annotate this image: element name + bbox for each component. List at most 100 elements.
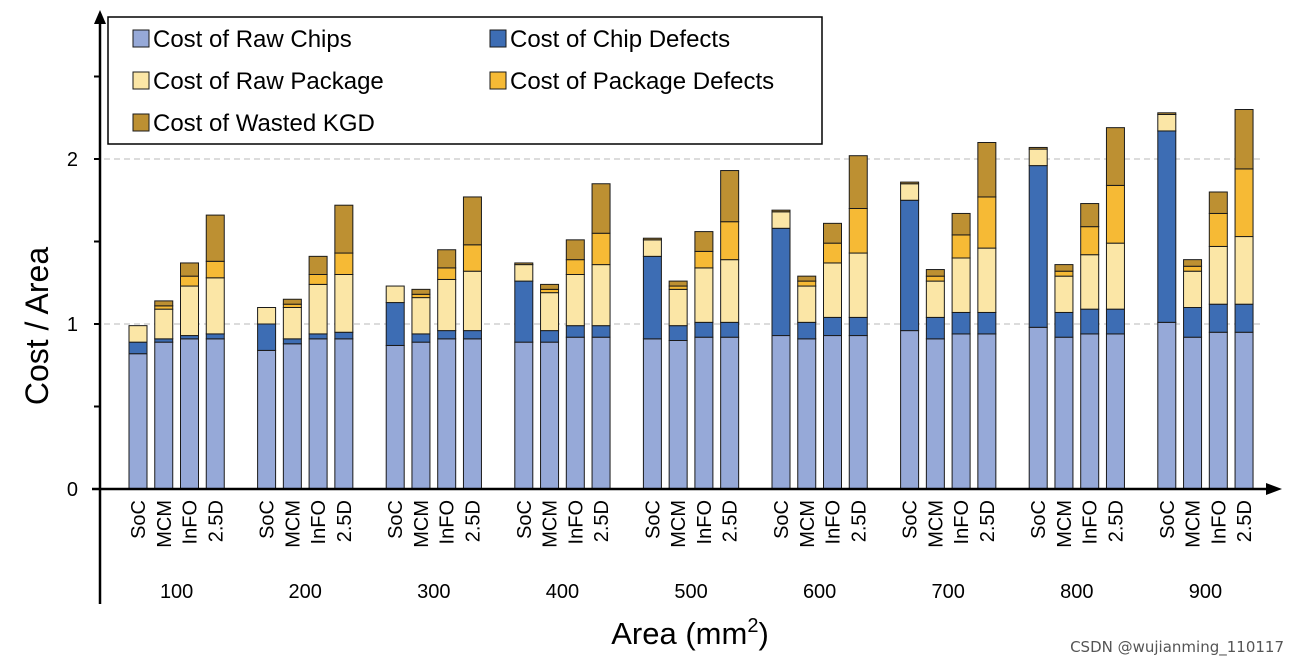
bar-segment-700-InFO-1 bbox=[951, 311, 971, 335]
bar-segment-600-MCM-3 bbox=[797, 280, 817, 287]
x-subcategory-label: 2.5D bbox=[334, 500, 356, 542]
x-subcategory-label: MCM bbox=[668, 500, 690, 548]
bar-segment-600-2.5D-2 bbox=[848, 252, 868, 318]
bar-segment-500-InFO-0 bbox=[694, 336, 714, 490]
bar-segment-100-SoC-2 bbox=[128, 325, 148, 343]
x-subcategory-label: SoC bbox=[514, 500, 536, 539]
bar-segment-300-InFO-0 bbox=[437, 338, 457, 490]
bar-segment-300-2.5D-1 bbox=[462, 330, 482, 340]
bar-segment-400-InFO-3 bbox=[565, 259, 585, 275]
bar-segment-900-SoC-1 bbox=[1157, 130, 1177, 323]
bar-segment-600-InFO-1 bbox=[823, 316, 842, 337]
bar-segment-100-InFO-3 bbox=[180, 275, 199, 287]
x-group-label: 500 bbox=[674, 581, 707, 603]
bar-segment-700-MCM-0 bbox=[925, 338, 945, 490]
y-axis-arrow bbox=[94, 10, 106, 24]
x-axis-title-tail: ) bbox=[758, 616, 768, 651]
bar-segment-700-SoC-2 bbox=[900, 183, 920, 201]
bar-segment-900-MCM-2 bbox=[1183, 270, 1203, 309]
bar-segment-200-SoC-0 bbox=[257, 349, 277, 490]
bar-segment-200-2.5D-3 bbox=[334, 252, 354, 276]
legend-label: Cost of Raw Package bbox=[153, 68, 384, 95]
y-tick-label: 1 bbox=[67, 314, 78, 336]
legend-swatch bbox=[489, 29, 507, 48]
legend-swatch bbox=[132, 29, 150, 48]
bar-segment-200-MCM-4 bbox=[282, 298, 302, 305]
bar-segment-500-MCM-1 bbox=[668, 325, 688, 341]
bar-segment-300-InFO-2 bbox=[437, 278, 457, 332]
x-subcategory-label: MCM bbox=[282, 500, 304, 548]
legend-swatch bbox=[489, 71, 507, 90]
x-subcategory-label: InFO bbox=[951, 500, 973, 544]
x-subcategory-label: MCM bbox=[540, 500, 562, 548]
bar-segment-600-2.5D-3 bbox=[848, 208, 868, 254]
bar-segment-300-2.5D-4 bbox=[462, 196, 482, 246]
bar-segment-100-MCM-4 bbox=[154, 300, 174, 307]
bar-segment-800-MCM-4 bbox=[1054, 264, 1074, 272]
bar-segment-400-SoC-1 bbox=[514, 280, 534, 343]
bar-segment-600-InFO-3 bbox=[823, 242, 842, 264]
bar-segment-500-InFO-2 bbox=[694, 267, 714, 323]
bar-segment-400-SoC-2 bbox=[514, 264, 534, 282]
x-subcategory-label: SoC bbox=[642, 500, 664, 539]
bar-segment-300-MCM-4 bbox=[411, 288, 431, 295]
bar-segment-200-InFO-4 bbox=[308, 255, 328, 276]
bar-segment-400-2.5D-2 bbox=[591, 264, 611, 327]
bar-segment-500-MCM-4 bbox=[668, 280, 688, 287]
bar-segment-400-SoC-4 bbox=[514, 262, 534, 266]
bar-segment-400-2.5D-1 bbox=[591, 325, 611, 338]
x-subcategory-label: SoC bbox=[1028, 500, 1050, 539]
bar-segment-100-2.5D-3 bbox=[205, 260, 225, 279]
bar-segment-800-MCM-2 bbox=[1054, 275, 1074, 313]
bar-segment-600-MCM-0 bbox=[797, 338, 817, 490]
x-subcategory-label: 2.5D bbox=[1234, 500, 1256, 542]
legend-label: Cost of Raw Chips bbox=[153, 26, 352, 53]
bar-segment-900-SoC-2 bbox=[1157, 113, 1177, 132]
bar-segment-300-SoC-2 bbox=[385, 285, 405, 304]
bar-segment-900-2.5D-2 bbox=[1234, 236, 1254, 305]
bar-segment-500-MCM-0 bbox=[668, 340, 688, 490]
bar-segment-300-SoC-1 bbox=[385, 302, 405, 346]
bar-segment-700-MCM-3 bbox=[925, 275, 945, 282]
bar-segment-600-2.5D-1 bbox=[848, 316, 868, 337]
bar-segment-200-InFO-3 bbox=[308, 274, 328, 285]
bar-segment-700-2.5D-0 bbox=[977, 333, 997, 490]
bar-segment-500-2.5D-1 bbox=[720, 321, 740, 338]
bar-segment-700-SoC-4 bbox=[900, 181, 920, 185]
bar-segment-200-InFO-0 bbox=[308, 338, 328, 490]
x-subcategory-label: 2.5D bbox=[848, 500, 870, 542]
bar-segment-600-MCM-2 bbox=[797, 285, 817, 323]
x-subcategory-label: InFO bbox=[565, 500, 587, 544]
x-group-label: 700 bbox=[932, 581, 965, 603]
bar-segment-800-InFO-1 bbox=[1080, 308, 1100, 335]
bar-segment-600-2.5D-4 bbox=[848, 155, 868, 209]
x-subcategory-label: MCM bbox=[1054, 500, 1076, 548]
x-subcategory-label: SoC bbox=[385, 500, 407, 539]
bar-segment-400-MCM-0 bbox=[540, 341, 560, 490]
bar-segment-500-2.5D-3 bbox=[720, 221, 740, 261]
bar-segment-800-SoC-0 bbox=[1028, 326, 1048, 490]
bar-segment-300-2.5D-0 bbox=[462, 338, 482, 490]
x-group-label: 600 bbox=[803, 581, 836, 603]
x-subcategory-label: MCM bbox=[411, 500, 433, 548]
bar-segment-500-2.5D-0 bbox=[720, 336, 740, 490]
bar-segment-500-SoC-4 bbox=[642, 237, 662, 241]
bar-segment-300-2.5D-3 bbox=[462, 244, 482, 272]
bar-segment-200-InFO-2 bbox=[308, 283, 328, 335]
bar-segment-600-SoC-1 bbox=[771, 227, 791, 337]
x-axis-arrow bbox=[1266, 483, 1282, 495]
bar-segment-200-SoC-1 bbox=[257, 323, 277, 351]
bar-segment-600-InFO-2 bbox=[823, 262, 842, 318]
bar-segment-200-2.5D-2 bbox=[334, 274, 354, 333]
bar-segment-900-2.5D-1 bbox=[1234, 303, 1254, 333]
bar-segment-900-InFO-2 bbox=[1208, 245, 1228, 305]
bar-segment-900-MCM-4 bbox=[1183, 259, 1203, 267]
bar-segment-500-2.5D-2 bbox=[720, 259, 740, 323]
bar-segment-800-SoC-1 bbox=[1028, 165, 1048, 328]
bar-segment-900-InFO-1 bbox=[1208, 303, 1228, 333]
x-subcategory-label: SoC bbox=[1157, 500, 1179, 539]
bar-segment-500-SoC-0 bbox=[642, 338, 662, 490]
bar-segment-400-MCM-4 bbox=[540, 283, 560, 290]
bar-segment-700-InFO-2 bbox=[951, 257, 971, 313]
